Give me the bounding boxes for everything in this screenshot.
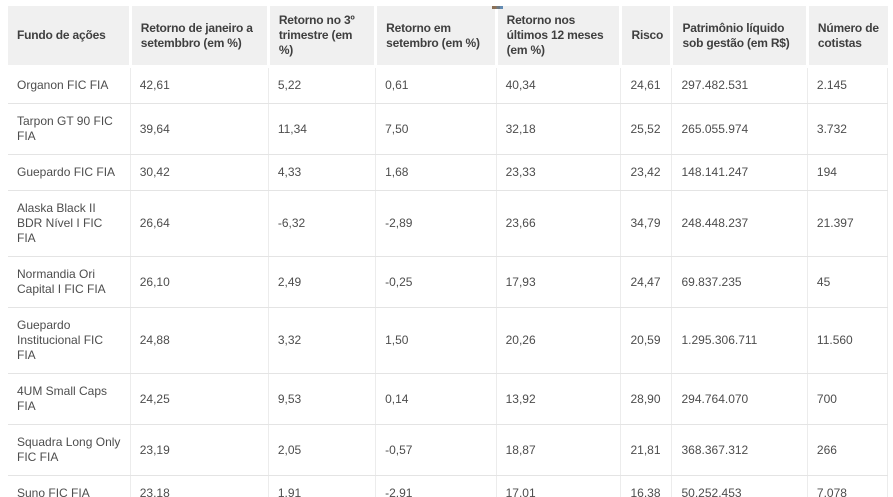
- fund-name-cell: Normandia Ori Capital I FIC FIA: [8, 256, 131, 308]
- table-row: Suno FIC FIA 23,18 1,91 -2,91 17,01 16,38 50.2…: [8, 475, 889, 497]
- return-september-cell: -0,25: [375, 256, 497, 308]
- net-assets-cell: 1.295.306.711: [671, 307, 808, 374]
- net-assets-cell: 50.252.453: [671, 475, 808, 497]
- fund-name-cell: Guepardo Institucional FIC FIA: [8, 307, 131, 374]
- header-row: Fundo de ações Retorno de janeiro a sete…: [8, 6, 888, 68]
- return-12-months-cell: 17,93: [496, 256, 622, 308]
- return-jan-sep-cell: 30,42: [130, 154, 269, 191]
- return-q3-cell: 9,53: [268, 373, 377, 425]
- return-q3-cell: -6,32: [268, 190, 377, 257]
- return-jan-sep-cell: 26,10: [130, 256, 269, 308]
- risk-cell: 25,52: [620, 103, 673, 155]
- table-row: Alaska Black II BDR Nível I FIC FIA 26,64…: [8, 190, 889, 257]
- return-12-months-cell: 32,18: [496, 103, 622, 155]
- shareholders-count-cell: 700: [807, 373, 889, 425]
- column-header-fund-name: Fundo de ações: [8, 6, 132, 68]
- return-september-cell: 0,61: [375, 66, 497, 104]
- net-assets-cell: 368.367.312: [671, 424, 808, 476]
- shareholders-count-cell: 21.397: [807, 190, 889, 257]
- return-jan-sep-cell: 23,19: [130, 424, 269, 476]
- net-assets-cell: 297.482.531: [671, 66, 808, 104]
- risk-cell: 28,90: [620, 373, 673, 425]
- risk-cell: 20,59: [620, 307, 673, 374]
- shareholders-count-cell: 3.732: [807, 103, 889, 155]
- table-row: Organon FIC FIA 42,61 5,22 0,61 40,34 24,61 29…: [8, 66, 889, 104]
- shareholders-count-cell: 266: [807, 424, 889, 476]
- column-header-return-12-months: Retorno nos últimos 12 meses (em %): [496, 6, 623, 68]
- return-q3-cell: 11,34: [268, 103, 377, 155]
- fund-name-cell: Suno FIC FIA: [8, 475, 131, 497]
- fund-name-cell: Guepardo FIC FIA: [8, 154, 131, 191]
- funds-table: Fundo de ações Retorno de janeiro a sete…: [8, 6, 889, 497]
- fund-name-cell: Organon FIC FIA: [8, 66, 131, 104]
- return-q3-cell: 2,05: [268, 424, 377, 476]
- shareholders-count-cell: 2.145: [807, 66, 889, 104]
- column-header-return-jan-sep: Retorno de janeiro a setembbro (em %): [130, 6, 270, 68]
- return-12-months-cell: 40,34: [496, 66, 622, 104]
- net-assets-cell: 248.448.237: [671, 190, 808, 257]
- shareholders-count-cell: 11.560: [807, 307, 889, 374]
- table-body: Organon FIC FIA 42,61 5,22 0,61 40,34 24,61 29…: [8, 66, 889, 497]
- return-12-months-cell: 18,87: [496, 424, 622, 476]
- net-assets-cell: 148.141.247: [671, 154, 808, 191]
- return-september-cell: -2,89: [375, 190, 497, 257]
- table-row: 4UM Small Caps FIA 24,25 9,53 0,14 13,92 28,9…: [8, 373, 889, 425]
- column-header-net-assets: Patrimônio líquido sob gestão (em R$): [671, 6, 809, 68]
- return-12-months-cell: 20,26: [496, 307, 622, 374]
- column-header-return-q3: Retorno no 3º trimestre (em %): [268, 6, 378, 68]
- column-header-return-september: Retorno em setembro (em %): [375, 6, 498, 68]
- return-september-cell: -0,57: [375, 424, 497, 476]
- return-jan-sep-cell: 24,25: [130, 373, 269, 425]
- table-row: Squadra Long Only FIC FIA 23,19 2,05 -0,57 1…: [8, 424, 889, 476]
- table-row: Guepardo Institucional FIC FIA 24,88 3,32 1…: [8, 307, 889, 374]
- return-q3-cell: 3,32: [268, 307, 377, 374]
- risk-cell: 21,81: [620, 424, 673, 476]
- return-jan-sep-cell: 24,88: [130, 307, 269, 374]
- cropped-title-remnant: [492, 6, 503, 9]
- return-september-cell: 0,14: [375, 373, 497, 425]
- risk-cell: 24,61: [620, 66, 673, 104]
- column-header-risk: Risco: [620, 6, 674, 68]
- return-jan-sep-cell: 39,64: [130, 103, 269, 155]
- fund-name-cell: Squadra Long Only FIC FIA: [8, 424, 131, 476]
- fund-name-cell: 4UM Small Caps FIA: [8, 373, 131, 425]
- return-12-months-cell: 23,33: [496, 154, 622, 191]
- return-jan-sep-cell: 42,61: [130, 66, 269, 104]
- shareholders-count-cell: 194: [807, 154, 889, 191]
- net-assets-cell: 69.837.235: [671, 256, 808, 308]
- return-q3-cell: 4,33: [268, 154, 377, 191]
- return-q3-cell: 2,49: [268, 256, 377, 308]
- table-row: Guepardo FIC FIA 30,42 4,33 1,68 23,33 23,42 1…: [8, 154, 889, 191]
- table-row: Tarpon GT 90 FIC FIA 39,64 11,34 7,50 32,18 2…: [8, 103, 889, 155]
- column-header-shareholders-count: Número de cotistas: [807, 6, 888, 68]
- risk-cell: 16,38: [620, 475, 673, 497]
- shareholders-count-cell: 7.078: [807, 475, 889, 497]
- return-september-cell: 7,50: [375, 103, 497, 155]
- return-12-months-cell: 13,92: [496, 373, 622, 425]
- return-12-months-cell: 17,01: [496, 475, 622, 497]
- funds-table-header: Fundo de ações Retorno de janeiro a sete…: [8, 6, 888, 68]
- risk-cell: 34,79: [620, 190, 673, 257]
- fund-name-cell: Alaska Black II BDR Nível I FIC FIA: [8, 190, 131, 257]
- return-12-months-cell: 23,66: [496, 190, 622, 257]
- shareholders-count-cell: 45: [807, 256, 889, 308]
- fund-name-cell: Tarpon GT 90 FIC FIA: [8, 103, 131, 155]
- return-september-cell: 1,50: [375, 307, 497, 374]
- risk-cell: 23,42: [620, 154, 673, 191]
- return-september-cell: -2,91: [375, 475, 497, 497]
- table-row: Normandia Ori Capital I FIC FIA 26,10 2,49…: [8, 256, 889, 308]
- net-assets-cell: 294.764.070: [671, 373, 808, 425]
- return-september-cell: 1,68: [375, 154, 497, 191]
- return-jan-sep-cell: 23,18: [130, 475, 269, 497]
- risk-cell: 24,47: [620, 256, 673, 308]
- return-jan-sep-cell: 26,64: [130, 190, 269, 257]
- return-q3-cell: 1,91: [268, 475, 377, 497]
- return-q3-cell: 5,22: [268, 66, 377, 104]
- net-assets-cell: 265.055.974: [671, 103, 808, 155]
